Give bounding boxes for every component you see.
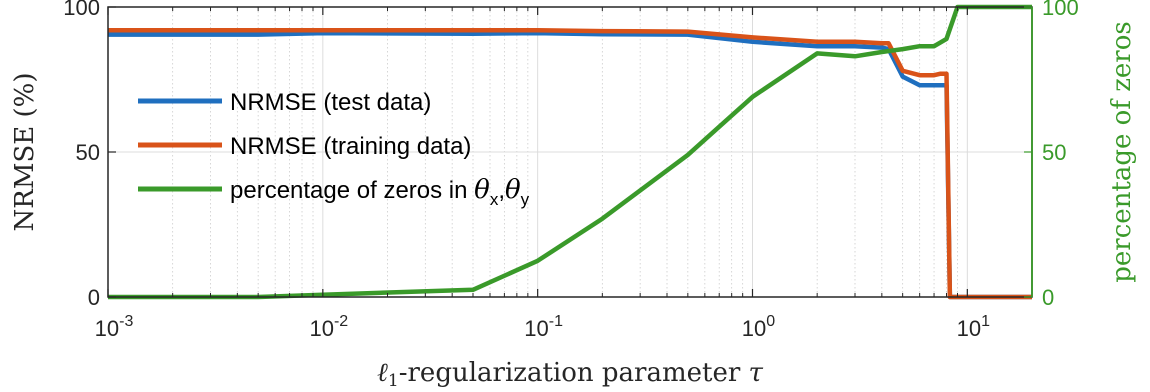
y-right-tick-label: 0 (1042, 285, 1054, 310)
legend-label-zeros: percentage of zeros in θx,θy (230, 175, 530, 209)
x-tick-label: 10-3 (95, 313, 134, 341)
x-tick-labels: 10-3 10-2 10-1 100 101 (95, 313, 990, 341)
legend-label-training: NRMSE (training data) (230, 133, 471, 160)
x-tick-label: 101 (957, 313, 990, 341)
y-left-axis-label: NRMSE (%) (10, 73, 40, 232)
y-left-tick-labels: 0 50 100 (63, 0, 100, 310)
y-left-tick-label: 50 (76, 140, 100, 165)
x-tick-label: 100 (742, 313, 775, 341)
x-axis-label: ℓ1-regularization parameter τ (377, 358, 764, 391)
y-left-tick-label: 100 (63, 0, 100, 20)
x-tick-label: 10-2 (309, 313, 348, 341)
y-left-tick-label: 0 (88, 285, 100, 310)
y-right-tick-label: 50 (1042, 140, 1066, 165)
y-right-tick-labels: 0 50 100 (1042, 0, 1079, 310)
y-right-axis-label: percentage of zeros (1107, 21, 1137, 282)
x-tick-label: 10-1 (524, 313, 563, 341)
y-right-tick-label: 100 (1042, 0, 1079, 20)
legend-label-test: NRMSE (test data) (230, 89, 431, 116)
